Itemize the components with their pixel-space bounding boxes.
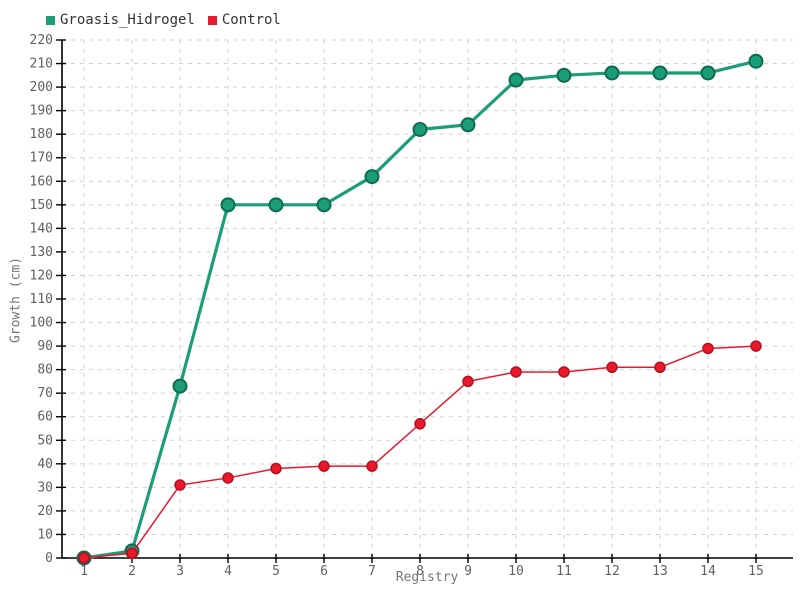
y-tick-label: 180 xyxy=(30,127,53,142)
legend: Groasis_Hidrogel Control xyxy=(46,12,281,28)
y-tick-label: 170 xyxy=(30,151,53,166)
y-tick-label: 10 xyxy=(37,527,53,542)
legend-item-groasis-hidrogel[interactable]: Groasis_Hidrogel xyxy=(46,12,195,28)
series-markers-groasis-hidrogel xyxy=(76,53,764,566)
point-control-1[interactable] xyxy=(78,552,90,564)
point-control-9[interactable] xyxy=(462,375,474,388)
x-tick-label: 9 xyxy=(464,564,472,579)
y-tick-label: 160 xyxy=(30,174,53,189)
x-tick-label: 13 xyxy=(652,564,668,579)
y-tick-label: 40 xyxy=(37,457,53,472)
y-tick-label: 30 xyxy=(37,480,53,495)
y-axis-title: Growth (cm) xyxy=(8,256,24,344)
point-groasis-hidrogel-8[interactable] xyxy=(412,121,428,137)
x-tick-label: 6 xyxy=(320,564,328,579)
point-control-7[interactable] xyxy=(366,460,378,472)
point-groasis-hidrogel-7[interactable] xyxy=(364,169,380,185)
series-markers-control xyxy=(78,340,762,564)
point-control-12[interactable] xyxy=(606,361,618,374)
point-groasis-hidrogel-10[interactable] xyxy=(508,72,524,88)
y-tick-label: 60 xyxy=(37,410,53,425)
point-control-4[interactable] xyxy=(222,472,234,484)
point-control-2[interactable] xyxy=(126,547,138,560)
x-tick-label: 1 xyxy=(80,564,88,579)
y-tick-label: 130 xyxy=(30,245,53,260)
point-groasis-hidrogel-6[interactable] xyxy=(316,197,332,213)
y-tick-label: 20 xyxy=(37,504,53,519)
y-tick-label: 200 xyxy=(30,80,53,95)
point-control-8[interactable] xyxy=(414,418,426,430)
y-tick-label: 140 xyxy=(30,221,53,236)
y-tick-label: 100 xyxy=(30,316,53,331)
x-tick-label: 3 xyxy=(176,564,184,579)
point-control-14[interactable] xyxy=(702,342,714,355)
y-tick-label: 70 xyxy=(37,386,53,401)
legend-swatch-groasis-hidrogel xyxy=(46,16,55,25)
x-tick-label: 7 xyxy=(368,564,376,579)
point-groasis-hidrogel-5[interactable] xyxy=(268,197,284,213)
y-tick-label: 120 xyxy=(30,268,53,283)
point-groasis-hidrogel-14[interactable] xyxy=(700,65,716,81)
y-tick-label: 80 xyxy=(37,363,53,378)
x-tick-label: 4 xyxy=(224,564,232,579)
y-tick-label: 0 xyxy=(45,551,53,566)
y-axis-ticks: 0 10 20 30 40 50 60 70 80 90 100 110 120 130 140 150 160… xyxy=(30,33,66,566)
y-tick-label: 190 xyxy=(30,104,53,119)
point-groasis-hidrogel-13[interactable] xyxy=(652,65,668,81)
point-control-13[interactable] xyxy=(654,361,666,374)
legend-item-control[interactable]: Control xyxy=(207,12,281,28)
vertical-gridlines xyxy=(83,40,757,558)
point-control-5[interactable] xyxy=(270,462,282,475)
point-control-3[interactable] xyxy=(174,479,186,491)
x-tick-label: 15 xyxy=(748,564,764,579)
y-tick-label: 150 xyxy=(30,198,53,213)
point-control-6[interactable] xyxy=(318,460,330,472)
x-tick-label: 11 xyxy=(556,564,572,579)
legend-label-control: Control xyxy=(221,12,281,28)
x-tick-label: 14 xyxy=(700,564,716,579)
x-tick-label: 2 xyxy=(128,564,136,579)
y-tick-label: 90 xyxy=(37,339,53,354)
point-groasis-hidrogel-3[interactable] xyxy=(172,378,188,394)
x-tick-label: 10 xyxy=(508,564,524,579)
point-control-10[interactable] xyxy=(510,366,522,378)
legend-swatch-control xyxy=(207,16,217,25)
y-tick-label: 50 xyxy=(37,433,53,448)
horizontal-gridlines xyxy=(62,39,793,559)
point-groasis-hidrogel-12[interactable] xyxy=(604,65,620,81)
x-axis-ticks: 1 2 3 4 5 6 7 8 9 10 11 12 13 14 15 xyxy=(80,554,764,579)
legend-label-groasis-hidrogel: Groasis_Hidrogel xyxy=(60,12,195,28)
y-tick-label: 210 xyxy=(30,57,53,72)
y-tick-label: 220 xyxy=(30,33,53,48)
x-tick-label: 5 xyxy=(272,564,280,579)
point-control-11[interactable] xyxy=(558,366,570,378)
point-groasis-hidrogel-11[interactable] xyxy=(556,67,572,83)
point-groasis-hidrogel-15[interactable] xyxy=(748,53,764,69)
x-axis-title: Registry xyxy=(395,570,459,585)
x-tick-label: 8 xyxy=(416,564,424,579)
point-control-15[interactable] xyxy=(750,340,762,352)
point-groasis-hidrogel-4[interactable] xyxy=(220,197,236,213)
point-groasis-hidrogel-9[interactable] xyxy=(460,117,476,133)
y-tick-label: 110 xyxy=(30,292,53,307)
x-tick-label: 12 xyxy=(604,564,620,579)
